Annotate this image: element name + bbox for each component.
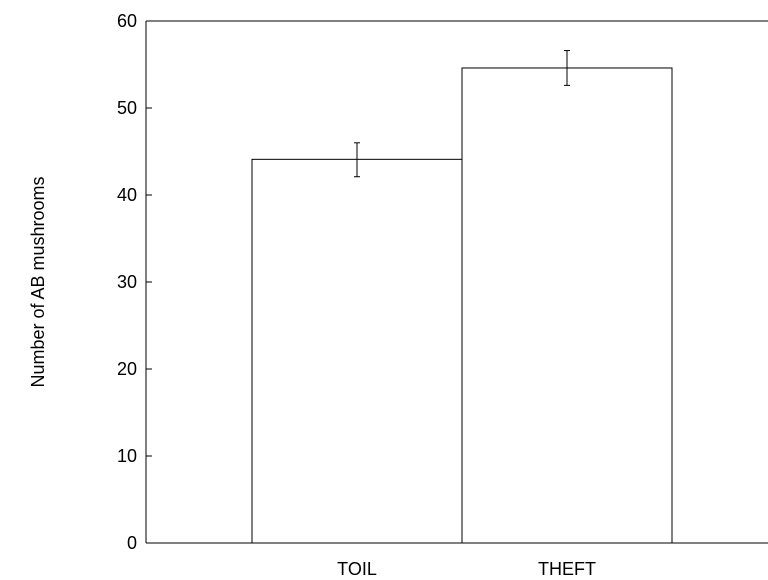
bar-toil (251, 158, 463, 544)
x-axis-tick-labels: TOIL THEFT (337, 559, 596, 579)
bar-theft (461, 67, 673, 544)
y-axis-ticks: 0 10 20 30 40 50 60 (117, 11, 152, 553)
y-tick-label: 30 (117, 272, 137, 292)
y-axis-label: Number of AB mushrooms (28, 176, 48, 387)
y-tick-label: 50 (117, 98, 137, 118)
x-tick-label-toil: TOIL (337, 559, 377, 579)
y-tick-label: 60 (117, 11, 137, 31)
y-tick-label: 0 (127, 533, 137, 553)
x-tick-label-theft: THEFT (538, 559, 596, 579)
error-bars (354, 50, 570, 178)
y-tick-label: 10 (117, 446, 137, 466)
y-tick-label: 20 (117, 359, 137, 379)
bars (251, 67, 673, 544)
y-tick-label: 40 (117, 185, 137, 205)
